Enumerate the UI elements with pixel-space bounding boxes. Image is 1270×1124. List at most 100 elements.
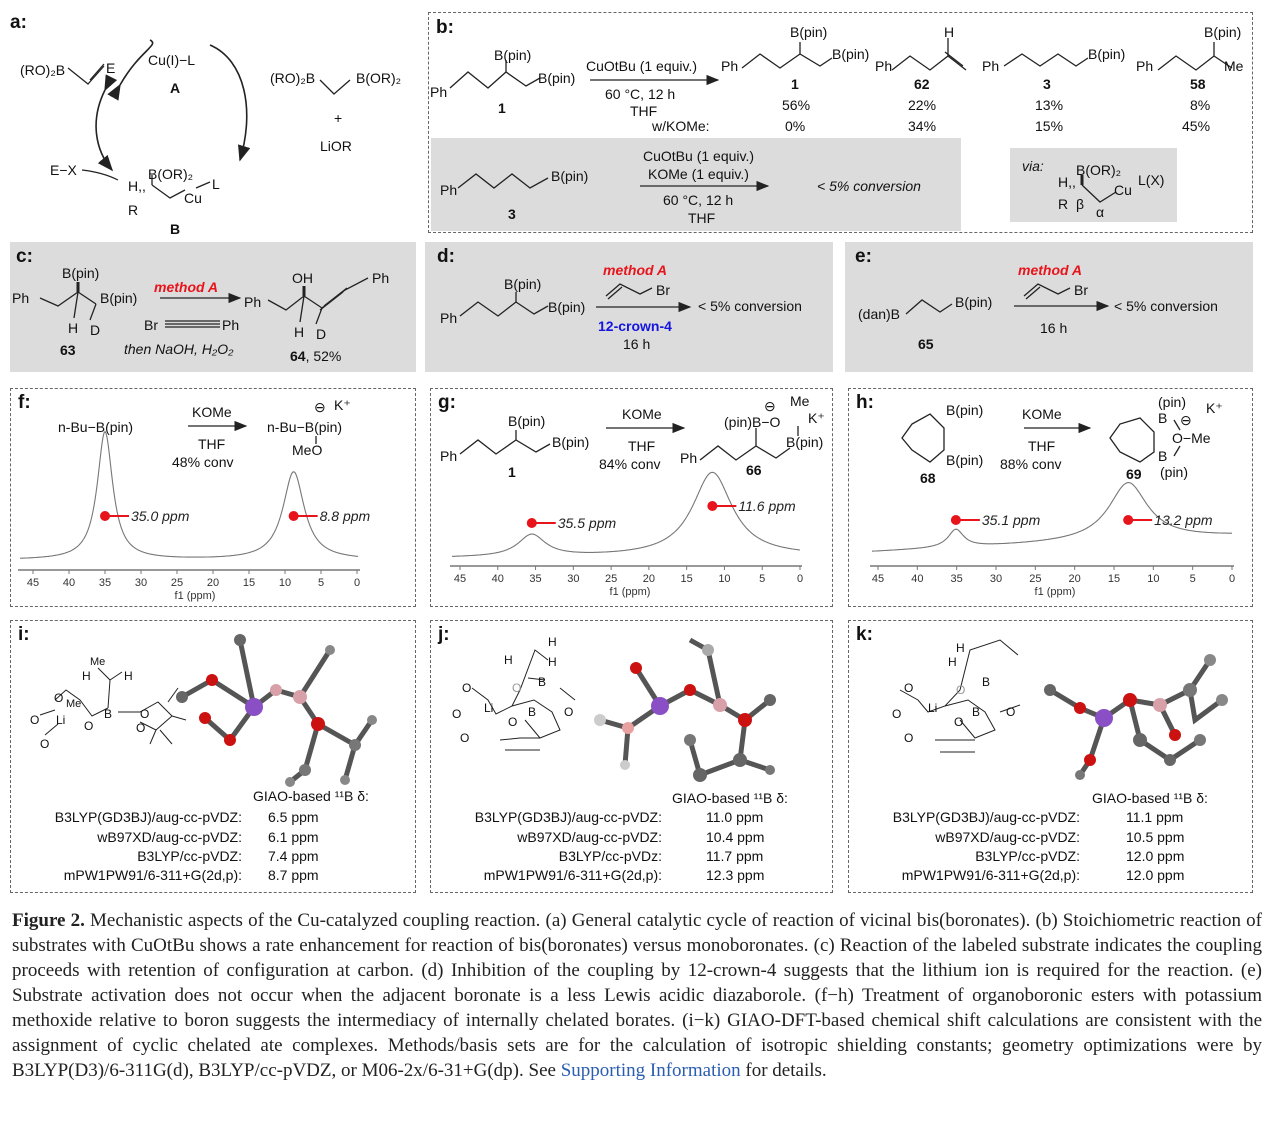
method-name: B3LYP/cc-pVDZ: <box>137 848 242 864</box>
atom-label: B(pin) <box>551 168 589 184</box>
atom-label: O <box>462 681 472 695</box>
atom-label: β <box>1076 196 1085 212</box>
atom-label: B <box>982 675 991 689</box>
counterion: K⁺ <box>334 397 351 413</box>
table-header: GIAO-based ¹¹B δ: <box>672 790 788 806</box>
atom-label: Ph <box>680 450 698 466</box>
atom-label: Ph <box>440 448 458 464</box>
shift-value: 11.1 ppm <box>1126 809 1184 825</box>
yield-value: 52% <box>313 348 342 364</box>
atom-label: B(pin) <box>946 452 984 468</box>
method-name: wB97XD/aug-cc-pVDZ: <box>97 829 242 845</box>
catalyst-label: Cu(I)−L <box>148 52 196 68</box>
compound-number: 1 <box>791 76 799 92</box>
x-tick-label: 30 <box>567 573 579 585</box>
figure-label: Figure 2. <box>12 910 85 931</box>
x-tick-label: 15 <box>1108 573 1120 585</box>
atom-label: (pin)B−O <box>724 414 781 430</box>
shift-value: 11.0 ppm <box>706 809 764 825</box>
panel-c-box <box>10 242 416 372</box>
peak-label: 35.5 ppm <box>558 515 617 531</box>
atom-label: H,, <box>1058 174 1076 190</box>
table-header: GIAO-based ¹¹B δ: <box>1092 790 1208 806</box>
atom-label: H <box>948 655 957 669</box>
spectrum-trace <box>451 471 801 557</box>
x-tick-label: 30 <box>990 573 1002 585</box>
atom-label: O <box>508 715 518 729</box>
x-axis-label: f1 (ppm) <box>175 590 216 602</box>
product-yield: 64, 52% <box>290 348 342 364</box>
conversion-result: < 5% conversion <box>817 178 921 194</box>
atom-label: B <box>528 705 537 719</box>
atom-label: Li <box>56 713 66 727</box>
atom-label: Cu <box>184 190 202 206</box>
compound-number: 62 <box>914 76 930 92</box>
atom-label: O−Me <box>1172 430 1211 446</box>
x-tick-label: 35 <box>951 573 963 585</box>
x-tick-label: 25 <box>171 577 183 589</box>
reagent-text: (RO)₂B <box>270 70 316 86</box>
atom-label: H <box>82 669 91 683</box>
shift-value: 7.4 ppm <box>268 848 319 864</box>
compound-number: 65 <box>918 336 934 352</box>
yield-value: 15% <box>1035 118 1064 134</box>
method-name: B3LYP(GD3BJ)/aug-cc-pVDZ: <box>474 809 662 825</box>
atom-label: Ph <box>244 294 262 310</box>
x-tick-label: 40 <box>492 573 504 585</box>
atom-label: B(OR)₂ <box>148 166 194 182</box>
supporting-information-link[interactable]: Supporting Information <box>560 1060 741 1081</box>
atom-label: Li <box>484 701 494 715</box>
shift-value: 8.7 ppm <box>268 867 319 883</box>
atom-label: Cu <box>1114 182 1132 198</box>
yield-value: 13% <box>1035 97 1064 113</box>
atom-label: O <box>1006 705 1016 719</box>
yield-value: 8% <box>1190 97 1211 113</box>
x-tick-label: 0 <box>354 577 360 589</box>
atom-label: B <box>1158 448 1168 464</box>
atom-label: D <box>316 326 327 342</box>
x-tick-label: 45 <box>872 573 884 585</box>
atom-label: (pin) <box>1160 464 1189 480</box>
condition-text: 16 h <box>1040 320 1068 336</box>
atom-label: B <box>104 707 113 721</box>
atom-label: H <box>504 653 513 667</box>
x-tick-label: 40 <box>63 577 75 589</box>
yield-value: 45% <box>1182 118 1211 134</box>
atom-label: O <box>460 731 470 745</box>
panel-label: h: <box>856 392 874 413</box>
atom-label: E <box>106 60 116 76</box>
komE-row-label: w/KOMe: <box>652 118 710 134</box>
x-tick-label: 10 <box>1147 573 1159 585</box>
condition-text: THF <box>688 210 716 226</box>
atom-label: O <box>954 715 964 729</box>
atom-label: O <box>452 707 462 721</box>
compound-number: 1 <box>508 464 516 480</box>
x-tick-label: 35 <box>99 577 111 589</box>
charge-symbol: ⊖ <box>764 398 776 414</box>
atom-label: B(pin) <box>494 47 532 63</box>
x-tick-label: 30 <box>135 577 147 589</box>
panel-j-box <box>430 620 833 893</box>
compound-label: B <box>170 221 181 237</box>
panel-f-box <box>10 388 416 607</box>
atom-label: (pin) <box>1158 394 1187 410</box>
reagent-text: KOMe (1 equiv.) <box>648 166 749 182</box>
compound-number: 68 <box>920 470 936 486</box>
conversion-result: < 5% conversion <box>1114 298 1218 314</box>
method-name: B3LYP(GD3BJ)/aug-cc-pVDZ: <box>892 809 1080 825</box>
shift-value: 12.3 ppm <box>706 867 765 883</box>
atom-label: B(pin) <box>946 402 984 418</box>
reagent-text: LiOR <box>320 138 352 154</box>
panel-b-box <box>428 12 1253 233</box>
atom-label: Br <box>1074 282 1088 298</box>
spectrum-trace <box>871 482 1232 552</box>
atom-label: O <box>40 737 50 751</box>
x-tick-label: 20 <box>643 573 655 585</box>
method-name: wB97XD/aug-cc-pVDZ: <box>935 829 1080 845</box>
